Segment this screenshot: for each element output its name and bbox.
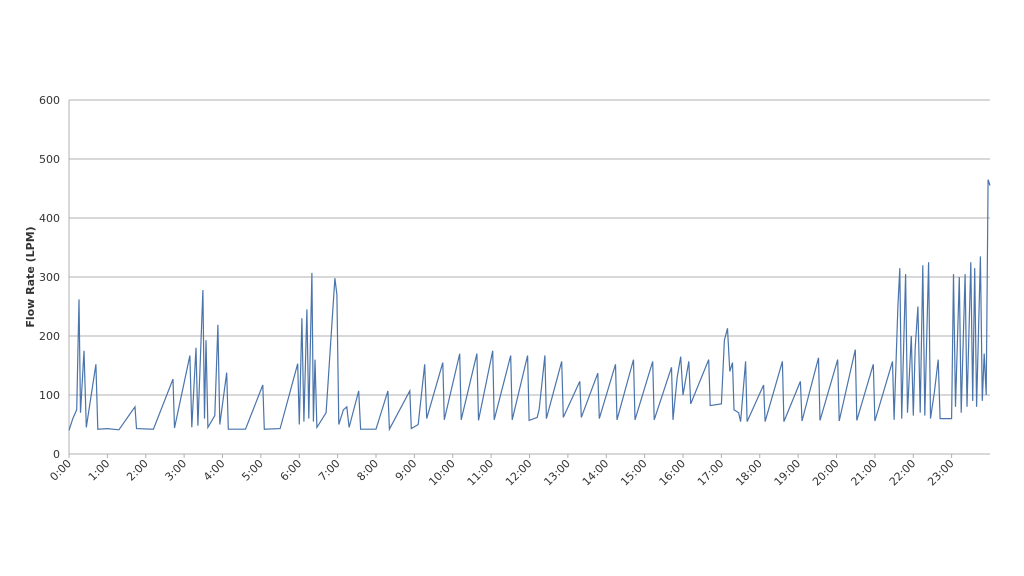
x-tick-label: 9:00 bbox=[393, 457, 420, 484]
x-tick-label: 23:00 bbox=[925, 457, 957, 489]
y-tick-label: 0 bbox=[53, 448, 60, 461]
x-tick-label: 7:00 bbox=[316, 457, 343, 484]
y-tick-label: 600 bbox=[39, 94, 60, 107]
x-tick-label: 14:00 bbox=[580, 457, 612, 489]
y-tick-label: 200 bbox=[39, 330, 60, 343]
y-axis-label: Flow Rate (LPM) bbox=[24, 226, 37, 327]
x-tick-label: 10:00 bbox=[426, 457, 458, 489]
x-tick-label: 15:00 bbox=[618, 457, 650, 489]
x-tick-label: 0:00 bbox=[47, 457, 74, 484]
x-tick-label: 17:00 bbox=[695, 457, 727, 489]
x-tick-label: 21:00 bbox=[848, 457, 880, 489]
x-tick-label: 19:00 bbox=[772, 457, 804, 489]
x-tick-label: 13:00 bbox=[541, 457, 573, 489]
x-tick-label: 22:00 bbox=[887, 457, 919, 489]
x-tick-label: 3:00 bbox=[163, 457, 190, 484]
y-tick-label: 100 bbox=[39, 389, 60, 402]
x-tick-label: 6:00 bbox=[278, 457, 305, 484]
x-tick-label: 12:00 bbox=[503, 457, 535, 489]
x-tick-label: 4:00 bbox=[201, 457, 228, 484]
x-tick-label: 2:00 bbox=[124, 457, 151, 484]
x-tick-label: 16:00 bbox=[657, 457, 689, 489]
x-tick-label: 8:00 bbox=[354, 457, 381, 484]
y-tick-label: 400 bbox=[39, 212, 60, 225]
x-tick-label: 11:00 bbox=[465, 457, 497, 489]
y-tick-label: 500 bbox=[39, 153, 60, 166]
x-tick-label: 1:00 bbox=[86, 457, 113, 484]
x-tick-label: 18:00 bbox=[733, 457, 765, 489]
x-tick-label: 20:00 bbox=[810, 457, 842, 489]
data-line bbox=[68, 179, 991, 432]
y-tick-label: 300 bbox=[39, 271, 60, 284]
x-tick-label: 5:00 bbox=[239, 457, 266, 484]
